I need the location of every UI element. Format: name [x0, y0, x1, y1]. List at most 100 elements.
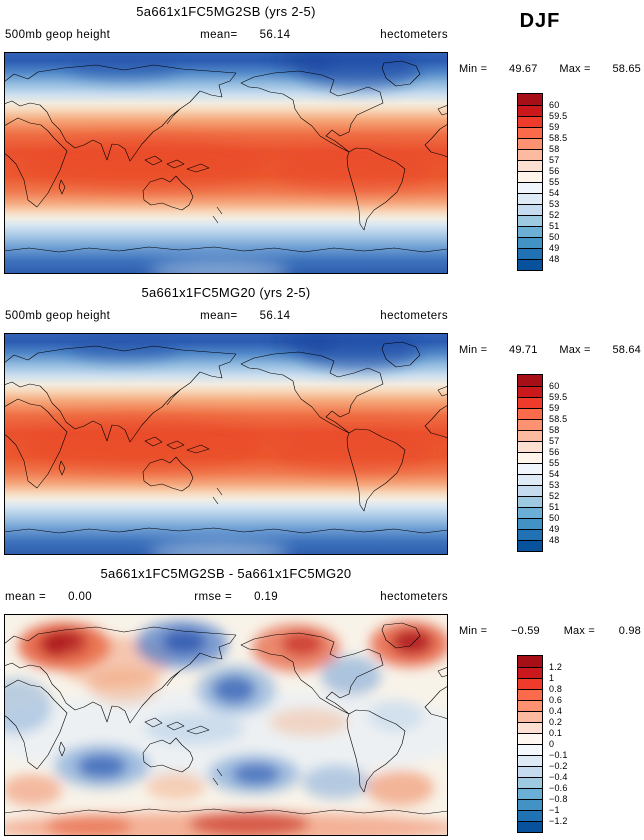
colorbar-tick-label: 53 [549, 480, 560, 490]
coastline-path [437, 666, 448, 678]
header-left-group: mean = 0.00 [5, 591, 92, 603]
colorbar-cell [518, 127, 542, 138]
colorbar-cell [518, 507, 542, 518]
colorbar-tick-label: 52 [549, 210, 560, 220]
coastline-path [58, 108, 223, 224]
colorbar-cell [518, 689, 542, 700]
colorbar-cell [518, 485, 542, 496]
colorbar-cell [518, 94, 542, 105]
colorbar-tick-label: −0.1 [549, 750, 568, 760]
coastline-path [240, 351, 384, 434]
field-label: 500mb geop height [5, 310, 111, 322]
colorbar-cell [518, 799, 542, 810]
colorbar-cell [518, 171, 542, 182]
colorbar-tick-label: 54 [549, 188, 560, 198]
max-label: Max = [563, 625, 595, 637]
colorbar-ticks: 1.2 1 0.8 0.6 0.4 0.2 0.1 0 −0.1 −0.2 −0.4 −0.6 −0.8… [549, 655, 593, 835]
colorbar-cell [518, 259, 542, 270]
colorbar-cell [518, 452, 542, 463]
colorbar-cell [518, 755, 542, 766]
colorbar-cell [518, 375, 542, 386]
header-center-group: mean= 56.14 [200, 29, 290, 41]
colorbar-tick-label: 59 [549, 122, 560, 132]
colorbar [517, 374, 543, 552]
colorbar-cell [518, 518, 542, 529]
colorbar-tick-label: 59 [549, 403, 560, 413]
units-label: hectometers [380, 591, 448, 603]
colorbar-cell [518, 496, 542, 507]
contour-blobs [4, 620, 448, 836]
colorbar-tick-label: 50 [549, 513, 560, 523]
colorbar-cell [518, 678, 542, 689]
header-left-group: 500mb geop height [5, 310, 110, 322]
colorbar [517, 93, 543, 271]
colorbar-tick-label: 60 [549, 100, 560, 110]
rmse-label: rmse = [194, 591, 233, 603]
coastline-path [4, 679, 68, 770]
coastline-path [4, 527, 448, 534]
colorbar-tick-label: 55 [549, 458, 560, 468]
map-frame [4, 333, 448, 555]
coastline-path [4, 808, 448, 815]
colorbar-tick-label: 1.2 [549, 662, 563, 672]
colorbar-tick-label: 52 [549, 491, 560, 501]
coastline-path [437, 385, 448, 397]
colorbar-tick-label: 0.4 [549, 706, 563, 716]
coastline-path [381, 60, 421, 87]
colorbar-tick-label: 0 [549, 739, 555, 749]
colorbar-cell [518, 529, 542, 540]
colorbar-cell [518, 788, 542, 799]
units-label: hectometers [380, 310, 448, 322]
map-frame [4, 52, 448, 274]
colorbar-cell [518, 160, 542, 171]
min-label: Min = [459, 344, 488, 356]
colorbar-cell [518, 810, 542, 821]
colorbar-tick-label: 0.8 [549, 684, 563, 694]
colorbar-cell [518, 667, 542, 678]
coastline-path [4, 246, 448, 253]
colorbar-cell [518, 463, 542, 474]
coastline-path [4, 398, 68, 489]
coastline-path [4, 117, 68, 208]
max-value: 0.98 [618, 625, 641, 637]
colorbar-cell [518, 226, 542, 237]
colorbar-tick-label: 59.5 [549, 392, 568, 402]
colorbar-cell [518, 821, 542, 832]
coastline-group [4, 60, 448, 253]
colorbar-cell [518, 722, 542, 733]
colorbar-cell [518, 248, 542, 259]
colorbar-cell [518, 116, 542, 127]
panel-title: 5a661x1FC5MG2SB - 5a661x1FC5MG20 [100, 566, 352, 581]
rmse-value: 0.19 [254, 591, 279, 603]
coastline-path [240, 70, 384, 153]
colorbar-tick-label: 48 [549, 535, 560, 545]
coastline-group [4, 341, 448, 534]
header-center-group: rmse = 0.19 [194, 591, 278, 603]
colorbar-tick-label: 58.5 [549, 133, 568, 143]
mean-label: mean= [200, 310, 238, 322]
colorbar-cell [518, 419, 542, 430]
colorbar-cell [518, 711, 542, 722]
colorbar-tick-label: 53 [549, 199, 560, 209]
colorbar-tick-label: 56 [549, 447, 560, 457]
colorbar-cell [518, 656, 542, 667]
mean-label: mean = [5, 591, 47, 603]
colorbar-cell [518, 540, 542, 551]
colorbar-tick-label: 1 [549, 673, 555, 683]
colorbar-tick-label: 58 [549, 144, 560, 154]
colorbar-tick-label: 51 [549, 502, 560, 512]
coastline-path [346, 428, 406, 512]
map-svg [4, 333, 448, 555]
colorbar-tick-label: 55 [549, 177, 560, 187]
panel-header-row: 500mb geop height mean= 56.14 hectometer… [5, 310, 448, 322]
coastline-path [346, 709, 406, 793]
colorbar-cell [518, 744, 542, 755]
colorbar-cell [518, 237, 542, 248]
header-center-group: mean= 56.14 [200, 310, 290, 322]
units-label: hectometers [380, 29, 448, 41]
coastline-path [381, 341, 421, 368]
coastline-path [424, 685, 448, 720]
contour-map [4, 52, 448, 274]
mean-label: mean= [200, 29, 238, 41]
colorbar-cell [518, 733, 542, 744]
